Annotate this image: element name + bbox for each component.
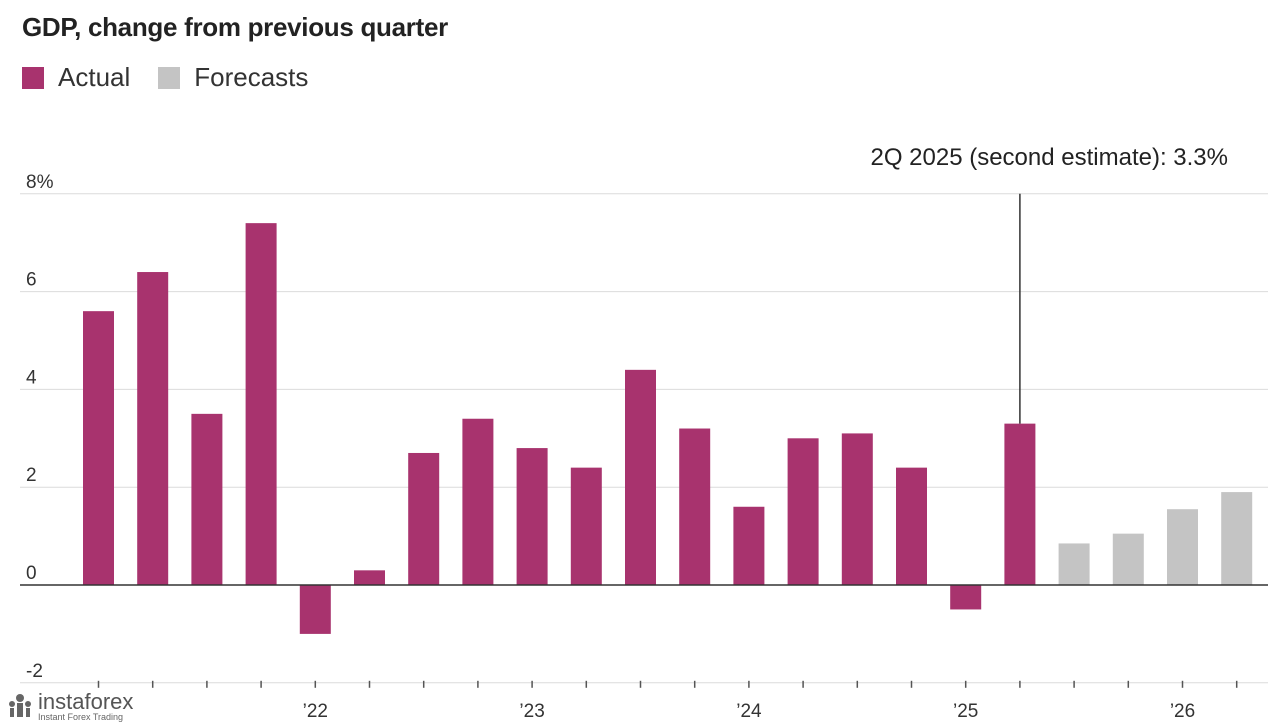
- actual-bar: [570, 467, 602, 585]
- x-year-label: ’25: [953, 701, 978, 722]
- y-tick-label: 2: [26, 465, 37, 486]
- actual-bar: [896, 467, 927, 585]
- actual-bar: [787, 438, 819, 585]
- y-tick-label: 4: [26, 367, 37, 388]
- y-tick-label: 0: [26, 563, 37, 584]
- instaforex-logo-icon: [9, 694, 31, 717]
- forecasts-bar: [1058, 543, 1090, 585]
- actual-bar: [1004, 423, 1036, 585]
- actual-bar: [462, 418, 494, 585]
- annotation-text: 2Q 2025 (second estimate): 3.3%: [870, 144, 1228, 171]
- actual-bar: [299, 585, 331, 634]
- actual-bar: [137, 272, 169, 585]
- legend-item-actual: Actual: [22, 62, 130, 93]
- y-tick-label: 6: [26, 270, 37, 291]
- x-year-label: ’26: [1170, 701, 1195, 722]
- x-year-label: ’23: [519, 701, 544, 722]
- actual-bar: [516, 448, 548, 585]
- actual-bar: [841, 433, 873, 585]
- chart-title: GDP, change from previous quarter: [22, 12, 448, 42]
- x-year-label: ’22: [303, 701, 328, 722]
- legend-item-forecasts: Forecasts: [158, 62, 308, 93]
- actual-bar: [679, 428, 711, 585]
- actual-bar: [625, 369, 656, 585]
- actual-bar: [950, 585, 982, 610]
- actual-bar: [354, 570, 385, 585]
- legend-swatch-actual: [22, 66, 44, 89]
- actual-bar: [245, 223, 277, 585]
- x-year-label: ’24: [736, 701, 762, 722]
- watermark-tagline: Instant Forex Trading: [38, 711, 124, 722]
- watermark-brand: instaforex: [38, 688, 134, 714]
- forecasts-bar: [1167, 509, 1198, 585]
- y-tick-label: -2: [26, 661, 43, 682]
- actual-bar: [408, 452, 440, 585]
- actual-bar: [191, 413, 223, 585]
- legend-label-actual: Actual: [58, 62, 131, 92]
- actual-bar: [733, 506, 765, 585]
- forecasts-bar: [1221, 492, 1253, 585]
- legend-label-forecasts: Forecasts: [194, 62, 309, 92]
- y-tick-label: 8%: [26, 172, 54, 193]
- watermark: instaforex Instant Forex Trading: [2, 688, 142, 724]
- actual-bar: [83, 311, 114, 585]
- legend: Actual Forecasts: [22, 62, 336, 93]
- forecasts-bar: [1112, 533, 1144, 585]
- legend-swatch-forecasts: [158, 66, 181, 89]
